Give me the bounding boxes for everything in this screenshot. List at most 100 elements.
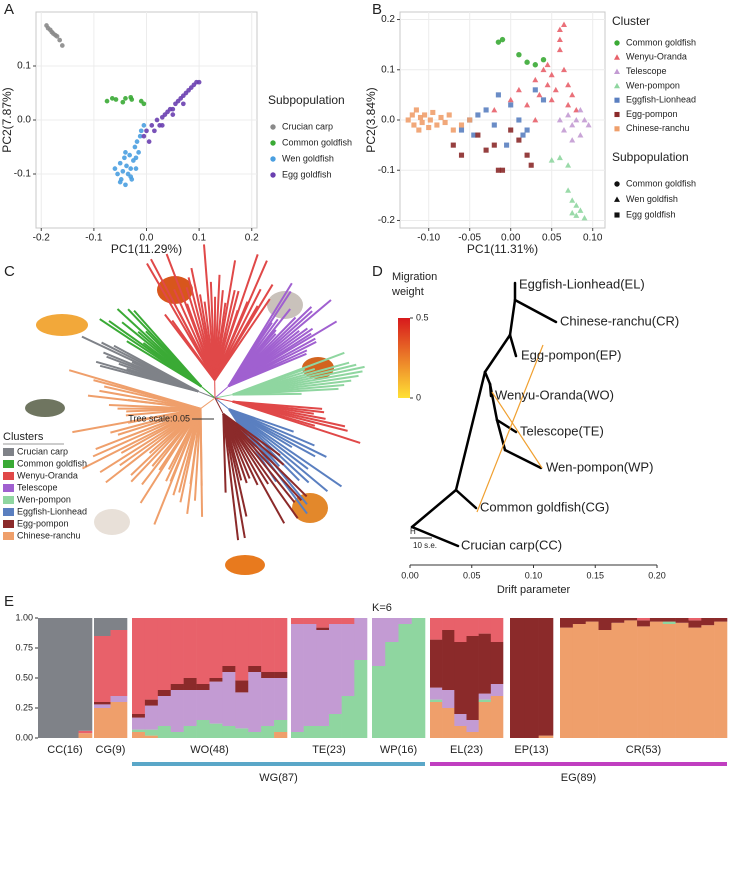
bar-segment xyxy=(196,684,210,690)
x-tick-label: -0.10 xyxy=(417,233,440,244)
tree-branch xyxy=(228,352,307,388)
bar-segment xyxy=(132,717,146,730)
bar-segment xyxy=(144,729,159,736)
bar-segment xyxy=(316,618,330,628)
point xyxy=(581,117,588,123)
bar-segment xyxy=(222,672,236,726)
tree-edge xyxy=(513,298,558,324)
point xyxy=(556,26,563,32)
node-label: Crucian carp(CC) xyxy=(461,537,562,552)
x-tick-label: -0.05 xyxy=(458,233,481,244)
bar-segment xyxy=(316,627,330,630)
bar-segment xyxy=(303,618,317,624)
tree-edge xyxy=(508,333,518,358)
point xyxy=(450,127,456,133)
bar-segment xyxy=(170,732,184,738)
bar-segment xyxy=(94,618,111,636)
bar-segment xyxy=(466,720,479,732)
bar-segment xyxy=(411,618,426,738)
point xyxy=(483,107,489,113)
legend-swatch xyxy=(614,82,620,89)
bar-segment xyxy=(248,666,262,672)
bar-segment xyxy=(538,618,554,736)
point xyxy=(532,62,538,68)
point xyxy=(577,132,584,138)
x-tick-label: 0.0 xyxy=(140,233,154,244)
point xyxy=(149,123,155,128)
bar-segment xyxy=(430,639,443,688)
legend-swatch xyxy=(614,97,620,103)
legend-title: Migration xyxy=(392,271,437,283)
panel-label: D xyxy=(372,263,383,280)
bar-segment xyxy=(572,618,586,624)
bar-segment xyxy=(316,726,330,738)
legend-title: Subpopulation xyxy=(268,93,345,107)
panel-label: E xyxy=(4,593,14,610)
point xyxy=(120,99,126,105)
point xyxy=(422,112,428,118)
bar-segment xyxy=(261,678,275,726)
tree-branch xyxy=(214,397,233,403)
legend-swatch xyxy=(3,460,14,468)
point xyxy=(524,152,530,158)
bar-segment xyxy=(170,618,184,684)
legend-swatch xyxy=(614,196,620,202)
bar-segment xyxy=(490,618,504,642)
group-label: CC(16) xyxy=(47,744,82,756)
bar-segment xyxy=(329,714,342,738)
scale-label: 10 s.e. xyxy=(413,541,437,550)
tree-edge xyxy=(410,488,458,529)
bar-segment xyxy=(354,660,368,738)
bar-segment xyxy=(385,642,399,738)
point xyxy=(426,124,432,131)
bar-segment xyxy=(688,618,702,621)
point xyxy=(507,96,514,103)
tree-edge xyxy=(410,525,460,548)
point xyxy=(548,157,555,163)
legend-label: Egg goldfish xyxy=(282,169,332,179)
point xyxy=(548,71,555,78)
point xyxy=(405,117,411,123)
point xyxy=(133,155,139,161)
node-label: Eggfish-Lionhead(EL) xyxy=(519,276,645,291)
point xyxy=(552,86,559,93)
bar-segment xyxy=(662,621,676,624)
point xyxy=(413,107,419,113)
point xyxy=(524,59,530,65)
legend-swatch xyxy=(270,140,276,146)
point xyxy=(458,127,465,133)
y-tick-label: 0.1 xyxy=(17,61,31,72)
legend-label: Wenyu-Oranda xyxy=(626,52,687,62)
point xyxy=(524,101,531,108)
tree-branch xyxy=(99,407,202,474)
point xyxy=(565,187,572,193)
x-tick-label: -0.2 xyxy=(33,233,51,244)
point xyxy=(133,166,139,171)
fish-photo xyxy=(36,314,88,336)
point xyxy=(495,39,502,45)
fish-photo xyxy=(225,555,265,575)
migration-edge xyxy=(491,391,543,469)
bar-segment xyxy=(274,618,288,672)
node-label: Chinese-ranchu(CR) xyxy=(560,313,679,328)
root-label: H xyxy=(410,527,416,536)
point xyxy=(124,163,129,169)
colorbar-label: 0 xyxy=(416,392,421,402)
legend-title: Subpopulation xyxy=(612,150,689,164)
tree-branch xyxy=(214,397,230,410)
tree-edge xyxy=(503,448,543,470)
bar-segment xyxy=(478,693,492,700)
legend-swatch xyxy=(3,484,14,492)
y-tick-label: -0.1 xyxy=(378,165,396,176)
bar-segment xyxy=(430,687,443,700)
point xyxy=(495,92,501,98)
group-label: EP(13) xyxy=(514,744,548,756)
point xyxy=(556,46,563,53)
point xyxy=(120,168,126,174)
point xyxy=(434,122,440,128)
bar-segment xyxy=(157,726,172,738)
tree-edge xyxy=(488,382,499,422)
bar-segment xyxy=(510,618,525,738)
tree-branch xyxy=(228,408,343,488)
bar-segment xyxy=(372,618,386,666)
